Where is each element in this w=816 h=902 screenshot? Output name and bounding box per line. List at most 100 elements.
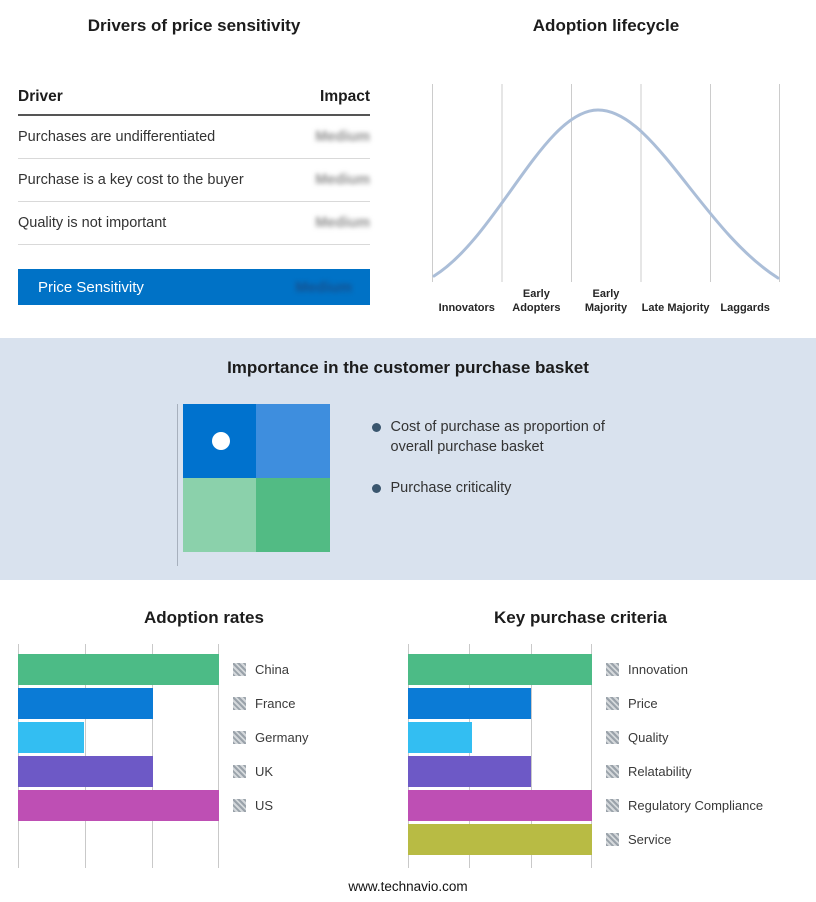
bar-germany xyxy=(18,722,85,753)
adoption-rates-chart: Adoption rates China France Germany UK US xyxy=(18,608,390,902)
top-section: Drivers of price sensitivity Driver Impa… xyxy=(0,0,816,338)
bars-container xyxy=(408,644,592,855)
driver-label: Quality is not important xyxy=(18,215,167,231)
legend-label: Relatability xyxy=(628,764,692,779)
website-footer: www.technavio.com xyxy=(348,879,468,894)
impact-value: Medium xyxy=(315,215,370,231)
quadrant-marker-dot xyxy=(211,432,230,451)
drivers-title: Drivers of price sensitivity xyxy=(87,16,301,35)
bell-curve xyxy=(432,108,780,280)
legend-item-quality: Quality xyxy=(606,722,763,753)
plot-gridline xyxy=(591,644,592,868)
legend-item-relatability: Relatability xyxy=(606,756,763,787)
bar-uk xyxy=(18,756,153,787)
bottom-section: Adoption rates China France Germany UK US Ke… xyxy=(0,580,816,902)
bar-us xyxy=(18,790,219,821)
legend-swatch-icon xyxy=(606,765,619,778)
legend-label: Regulatory Compliance xyxy=(628,798,764,813)
drivers-table: Driver Impact Purchases are undifferenti… xyxy=(18,88,370,305)
driver-row: Purchases are undifferentiated Medium xyxy=(18,116,370,159)
driver-column-header: Driver xyxy=(18,88,63,105)
bullet-text-1: Purchase criticality xyxy=(390,480,512,497)
stage-label-early-majority: Early Majority xyxy=(584,288,628,314)
price-sensitivity-impact: Medium xyxy=(295,278,352,296)
driver-row: Quality is not important Medium xyxy=(18,202,370,245)
stage-label-laggards: Laggards xyxy=(720,301,770,314)
lifecycle-panel: Adoption lifecycle Innovators Early Adopt… xyxy=(400,0,816,338)
legend-label: Germany xyxy=(255,730,309,745)
bar-quality xyxy=(408,722,473,753)
legend-item-uk: UK xyxy=(233,756,308,787)
quadrant-bottom-left xyxy=(182,478,256,552)
plot-gridline xyxy=(218,644,219,868)
bar-france xyxy=(18,688,153,719)
stage-label-early-adopters: Early Adopters xyxy=(512,288,561,314)
legend-swatch-icon xyxy=(233,663,246,676)
bar-innovation xyxy=(408,654,592,685)
legend-swatch-icon xyxy=(606,799,619,812)
bullet-dot-icon xyxy=(371,423,381,432)
driver-label: Purchases are undifferentiated xyxy=(18,129,216,145)
legend-label: UK xyxy=(255,764,274,779)
purchase-basket-row: Cost of purchase as proportion of overal… xyxy=(0,404,816,566)
legend-label: China xyxy=(255,662,289,677)
quadrant-axis-line xyxy=(176,404,178,566)
legend-item-regulatory-compliance: Regulatory Compliance xyxy=(606,790,763,821)
adoption-rates-legend: China France Germany UK US xyxy=(233,644,308,868)
adoption-curve-svg xyxy=(432,84,780,282)
legend-label: Innovation xyxy=(628,662,688,677)
legend-item-price: Price xyxy=(606,688,763,719)
legend-swatch-icon xyxy=(606,697,619,710)
legend-swatch-icon xyxy=(233,731,246,744)
bar-relatability xyxy=(408,756,532,787)
bullet-text-0: Cost of purchase as proportion of overal… xyxy=(390,419,605,455)
key-purchase-criteria-legend: Innovation Price Quality Relatability Regula… xyxy=(606,644,763,868)
legend-item-germany: Germany xyxy=(233,722,308,753)
legend-swatch-icon xyxy=(606,731,619,744)
legend-label: US xyxy=(255,798,274,813)
purchase-basket-bullets: Cost of purchase as proportion of overal… xyxy=(371,404,640,566)
key-purchase-criteria-title: Key purchase criteria xyxy=(494,608,667,627)
lifecycle-title: Adoption lifecycle xyxy=(532,16,680,35)
legend-swatch-icon xyxy=(606,833,619,846)
lifecycle-stage-labels: Innovators Early Adopters Early Majority La… xyxy=(432,288,780,316)
price-sensitivity-bar: Price Sensitivity Medium xyxy=(18,269,370,305)
purchase-basket-section: Importance in the customer purchase bask… xyxy=(0,338,816,580)
driver-row: Purchase is a key cost to the buyer Mediu… xyxy=(18,159,370,202)
legend-item-china: China xyxy=(233,654,308,685)
legend-label: Price xyxy=(628,696,658,711)
legend-label: Quality xyxy=(628,730,669,745)
impact-value: Medium xyxy=(315,129,370,145)
quadrant-top-left xyxy=(182,404,256,478)
lifecycle-gridlines xyxy=(432,84,780,282)
bullet-item: Purchase criticality xyxy=(371,479,640,499)
drivers-panel: Drivers of price sensitivity Driver Impa… xyxy=(0,0,400,338)
lifecycle-curve-area xyxy=(432,84,780,282)
price-sensitivity-label: Price Sensitivity xyxy=(38,278,144,296)
adoption-rates-body: China France Germany UK US xyxy=(18,644,390,868)
bullet-dot-icon xyxy=(371,484,381,494)
drivers-table-header: Driver Impact xyxy=(18,88,370,116)
bar-service xyxy=(408,824,592,855)
stage-label-late-majority: Late Majority xyxy=(641,301,710,314)
legend-item-us: US xyxy=(233,790,308,821)
legend-label: France xyxy=(255,696,296,711)
key-purchase-criteria-body: Innovation Price Quality Relatability Regula… xyxy=(408,644,763,868)
legend-swatch-icon xyxy=(233,765,246,778)
bars-container xyxy=(18,644,219,821)
impact-column-header: Impact xyxy=(320,88,370,105)
adoption-rates-plot xyxy=(18,644,219,868)
legend-item-innovation: Innovation xyxy=(606,654,763,685)
stage-label-innovators: Innovators xyxy=(438,301,495,314)
driver-label: Purchase is a key cost to the buyer xyxy=(18,172,244,188)
bar-regulatory-compliance xyxy=(408,790,592,821)
quadrant-top-right xyxy=(256,404,330,478)
legend-item-service: Service xyxy=(606,824,763,855)
drivers-rows: Purchases are undifferentiated Medium Purc… xyxy=(18,116,370,245)
legend-swatch-icon xyxy=(233,697,246,710)
legend-label: Service xyxy=(628,832,672,847)
adoption-rates-title: Adoption rates xyxy=(144,608,264,627)
key-purchase-criteria-plot xyxy=(408,644,592,868)
bar-price xyxy=(408,688,532,719)
